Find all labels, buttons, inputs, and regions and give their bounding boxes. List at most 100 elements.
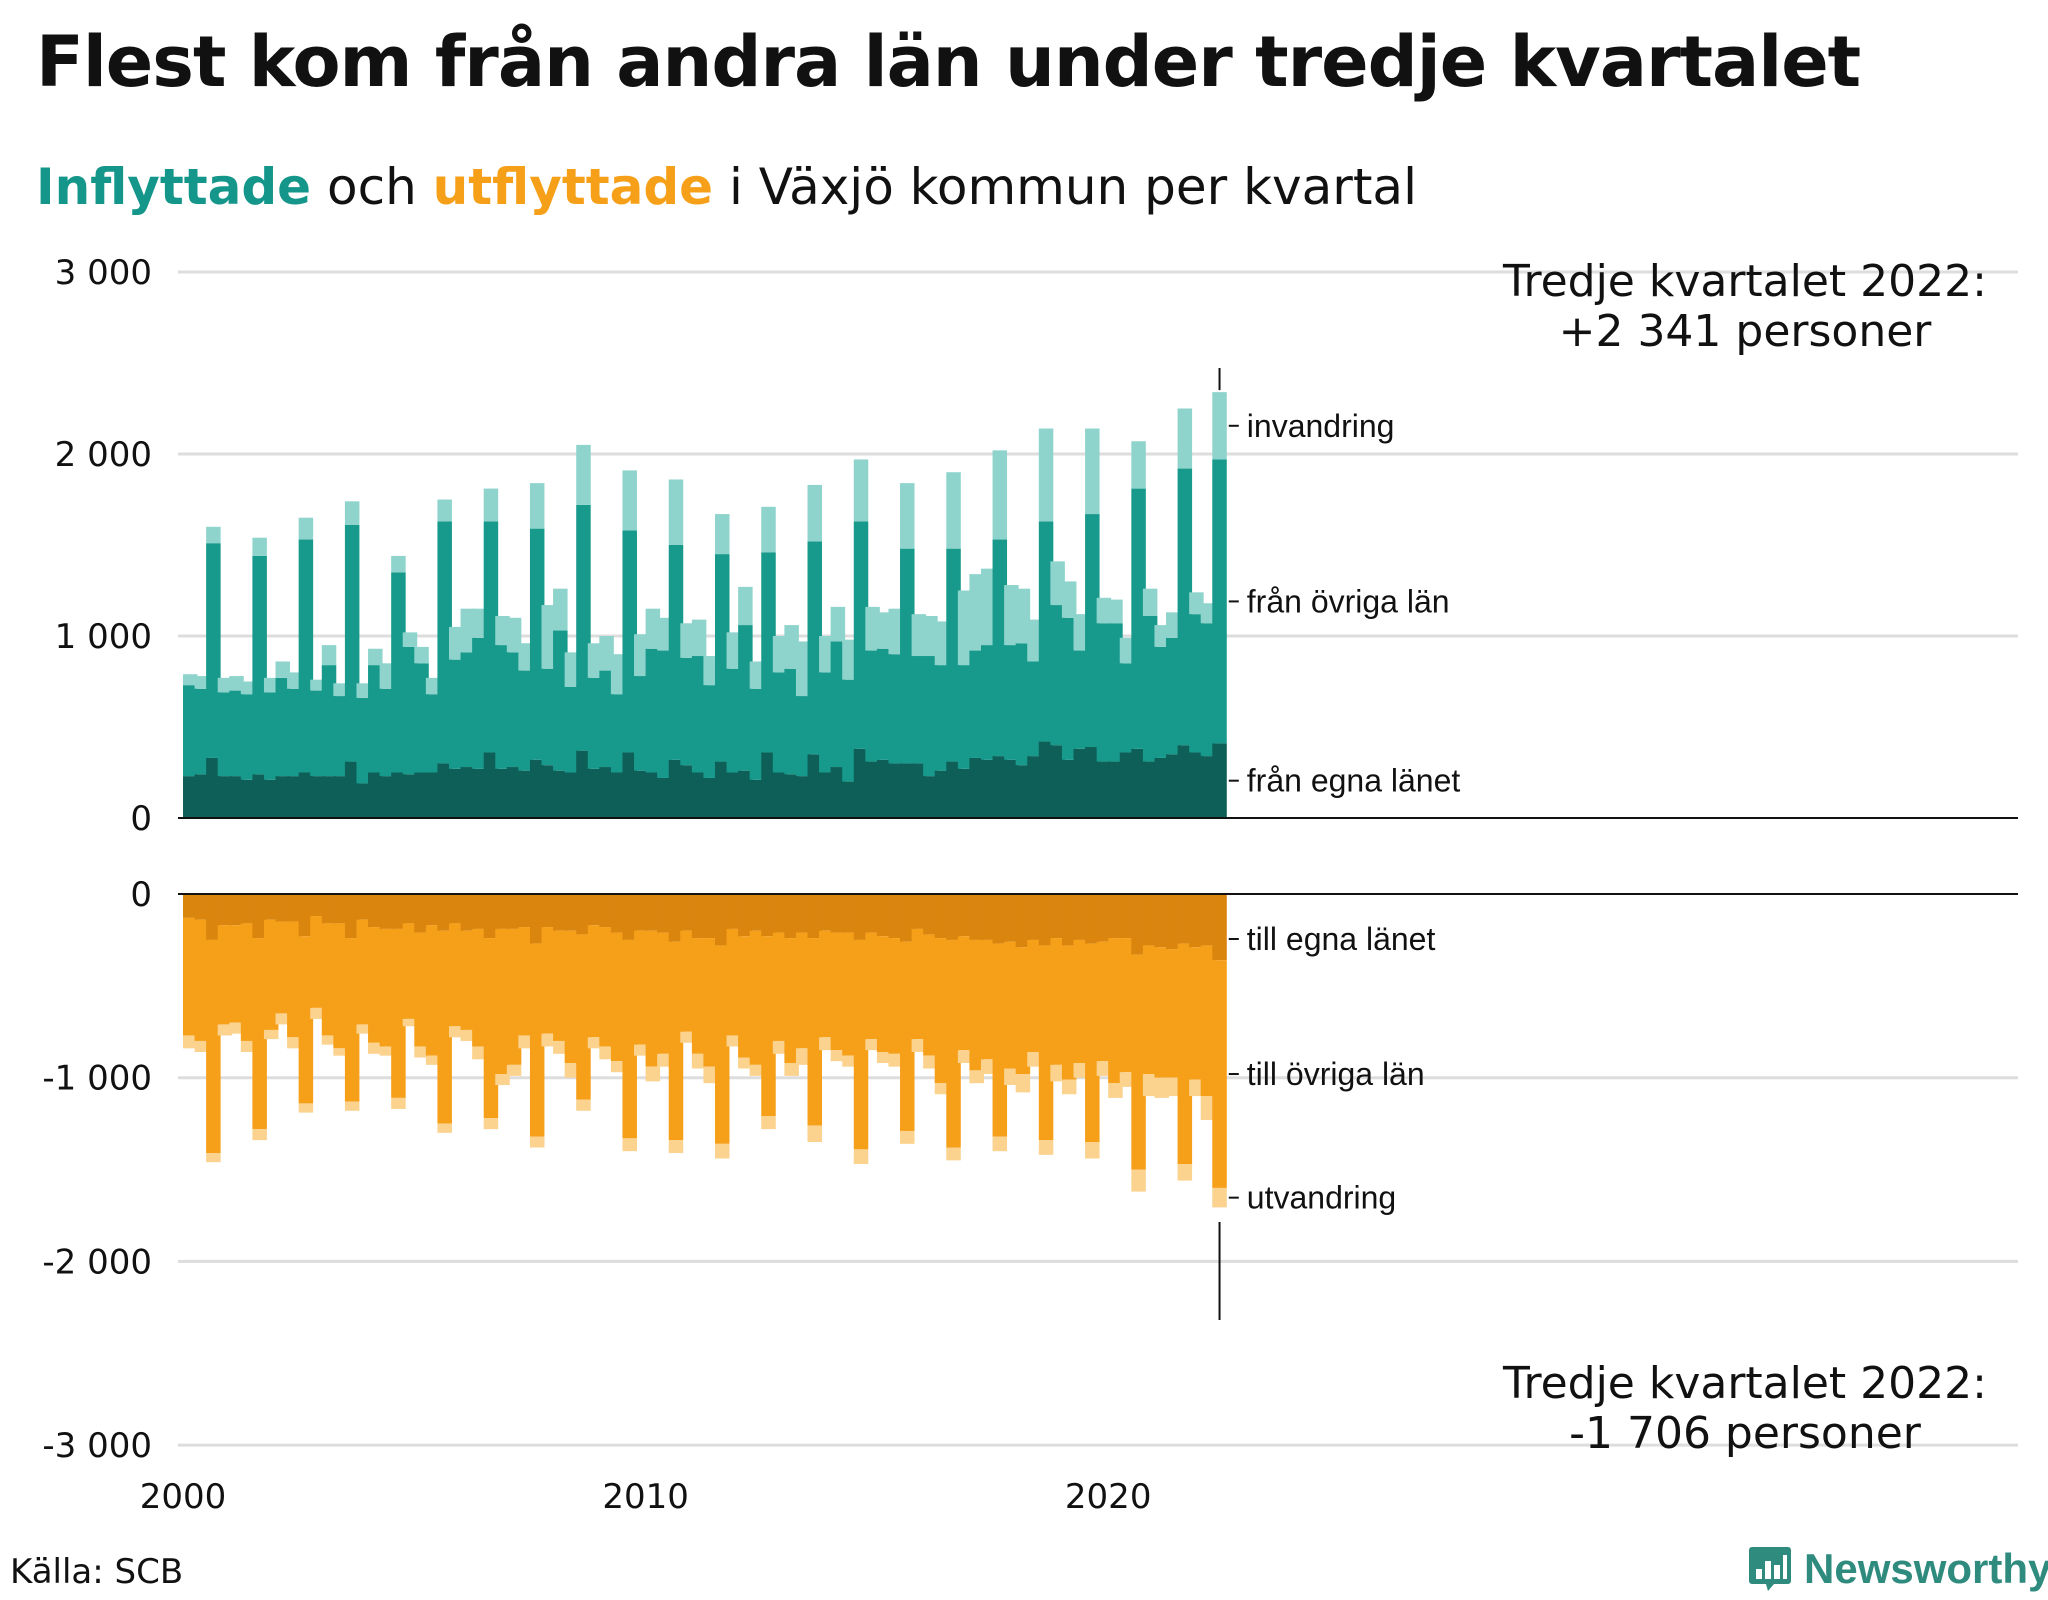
- bar-out-emigration: [402, 1018, 418, 1027]
- bar-in-own: [506, 767, 522, 818]
- bar-in-immigration: [714, 514, 730, 555]
- bar-in-immigration: [911, 614, 927, 657]
- bar-in-immigration: [738, 586, 753, 626]
- bar-out-own: [368, 894, 383, 928]
- bar-in-immigration: [564, 652, 580, 687]
- bar-out-other: [1142, 945, 1158, 1075]
- bar-in-own: [1131, 748, 1146, 818]
- bar-in-own: [923, 776, 938, 818]
- bar-out-other: [1004, 941, 1019, 1069]
- bar-in-other: [495, 645, 510, 769]
- bar-in-immigration: [668, 479, 684, 545]
- bar-in-immigration: [194, 676, 210, 689]
- bar-in-immigration: [842, 639, 857, 680]
- bar-in-other: [183, 685, 198, 777]
- bar-in-own: [1177, 745, 1193, 818]
- bar-in-immigration: [344, 501, 360, 525]
- bar-out-own: [194, 894, 210, 920]
- bar-in-own: [298, 772, 314, 818]
- y-tick-label: 2 000: [55, 435, 152, 475]
- bar-out-emigration: [356, 1024, 371, 1034]
- bar-out-emigration: [1108, 1083, 1123, 1098]
- bar-out-own: [1027, 894, 1042, 940]
- bar-out-other: [819, 930, 834, 1038]
- bar-in-other: [888, 654, 903, 764]
- bar-in-own: [946, 761, 961, 818]
- bar-in-own: [344, 761, 360, 818]
- bar-in-immigration: [217, 677, 233, 693]
- bar-out-own: [819, 894, 834, 931]
- bar-out-emigration: [1119, 1072, 1135, 1087]
- bar-out-other: [252, 938, 267, 1130]
- bar-out-emigration: [275, 1013, 291, 1025]
- bar-in-own: [472, 768, 487, 818]
- bar-out-own: [1085, 894, 1100, 944]
- y-tick-label: 0: [130, 799, 152, 839]
- bar-out-own: [599, 894, 614, 928]
- bar-in-own: [437, 763, 452, 818]
- bar-in-immigration: [819, 636, 834, 673]
- bar-in-other: [680, 657, 695, 766]
- bar-out-other: [934, 938, 950, 1084]
- bar-in-own: [217, 776, 233, 818]
- bar-in-other: [1061, 617, 1077, 760]
- bar-out-emigration: [923, 1055, 938, 1069]
- bar-in-immigration: [830, 606, 846, 642]
- bar-out-emigration: [1212, 1187, 1227, 1208]
- bar-out-own: [425, 894, 441, 926]
- bar-out-own: [414, 894, 429, 933]
- bar-out-other: [553, 930, 568, 1041]
- bar-in-other: [714, 554, 730, 762]
- bar-in-other: [980, 645, 996, 760]
- bar-in-other: [992, 539, 1008, 757]
- bar-in-immigration: [680, 623, 695, 658]
- bar-in-other: [1004, 645, 1019, 760]
- bar-out-emigration: [252, 1129, 267, 1141]
- bar-in-immigration: [980, 568, 996, 646]
- bar-out-emigration: [1200, 1096, 1216, 1120]
- y-tick-label: -2 000: [42, 1242, 152, 1282]
- bar-in-own: [333, 776, 348, 818]
- bar-in-own: [599, 767, 614, 818]
- bar-out-other: [448, 923, 464, 1027]
- bar-out-emigration: [448, 1026, 464, 1038]
- bar-out-own: [634, 894, 649, 931]
- bar-in-immigration: [992, 450, 1008, 540]
- bar-in-immigration: [206, 526, 221, 544]
- bar-in-immigration: [263, 677, 279, 693]
- bar-out-emigration: [298, 1103, 314, 1113]
- bar-in-own: [1212, 743, 1227, 818]
- bar-out-other: [738, 936, 753, 1058]
- bar-in-own: [310, 776, 325, 818]
- bar-in-other: [1096, 623, 1112, 762]
- bar-in-other: [298, 539, 314, 773]
- bar-in-immigration: [1050, 561, 1065, 606]
- bar-in-own: [807, 754, 823, 818]
- bar-out-other: [1096, 941, 1112, 1062]
- bar-in-immigration: [287, 672, 302, 689]
- bar-out-emigration: [911, 1039, 927, 1052]
- bar-in-other: [923, 656, 938, 777]
- bar-in-immigration: [1096, 597, 1112, 624]
- bar-out-other: [784, 938, 799, 1064]
- bar-out-other: [229, 925, 244, 1023]
- bar-out-own: [1004, 894, 1019, 942]
- bar-out-emigration: [391, 1097, 406, 1109]
- bar-out-own: [714, 894, 730, 946]
- bar-out-own: [842, 894, 857, 933]
- bar-in-immigration: [876, 612, 892, 649]
- bar-in-other: [310, 690, 325, 777]
- bar-out-own: [1154, 894, 1169, 948]
- bar-out-emigration: [1096, 1061, 1112, 1076]
- bar-out-emigration: [344, 1101, 360, 1111]
- bar-in-own: [529, 759, 545, 818]
- bar-in-immigration: [183, 674, 198, 686]
- bar-out-emigration: [217, 1024, 233, 1036]
- bar-out-own: [1073, 894, 1089, 940]
- bar-in-immigration: [622, 470, 637, 531]
- bar-out-other: [703, 938, 718, 1067]
- bar-in-immigration: [1166, 612, 1181, 638]
- y-tick-label: -1 000: [42, 1059, 152, 1099]
- bar-in-other: [969, 650, 984, 758]
- series-label-out-other: till övriga län: [1247, 1056, 1425, 1092]
